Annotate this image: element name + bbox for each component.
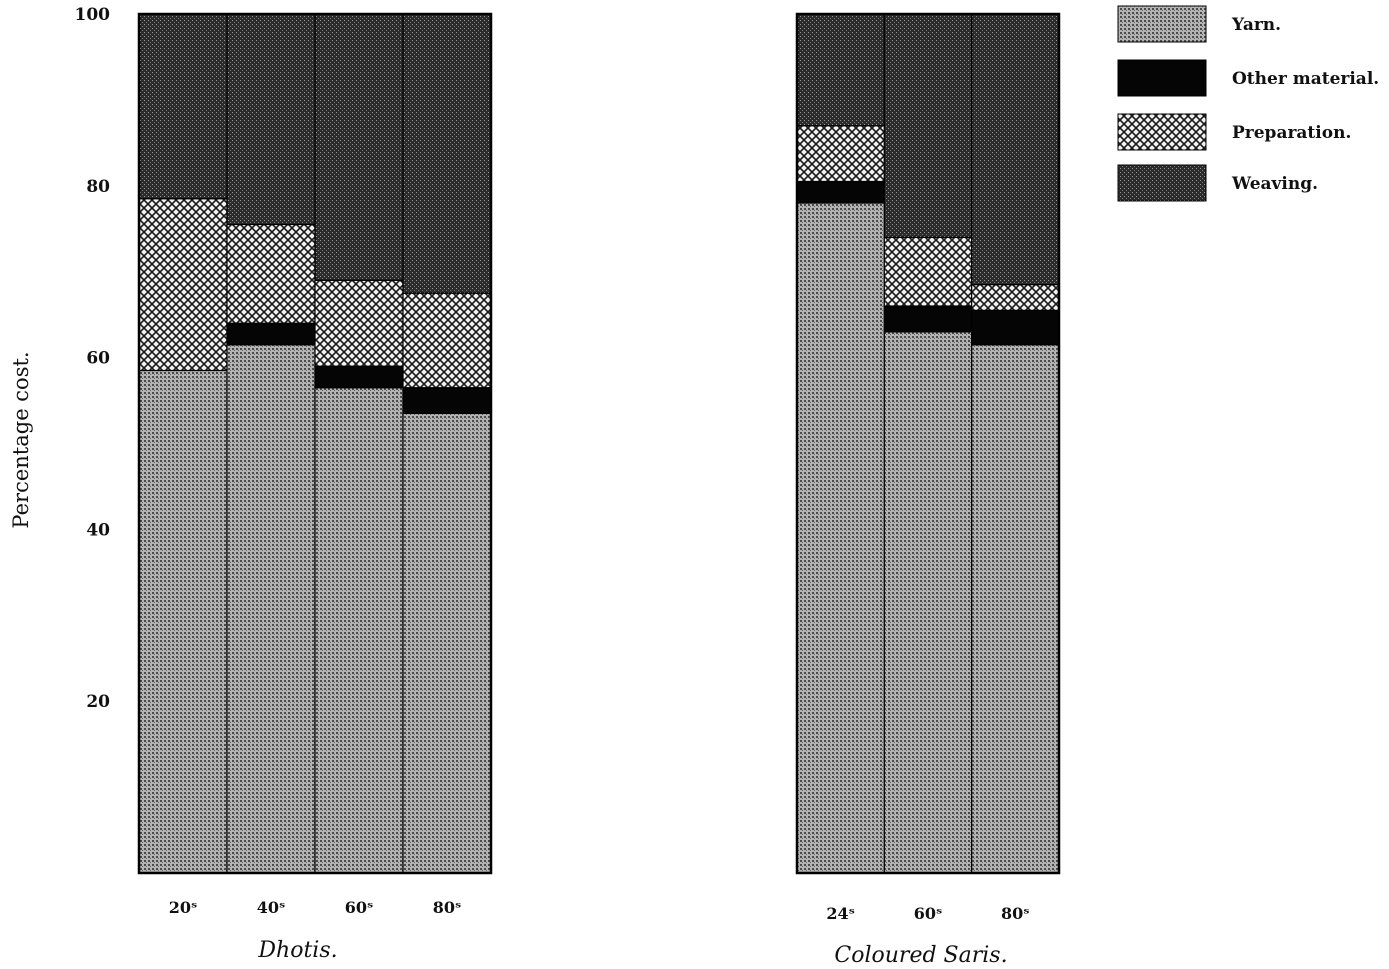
bar-segment-weaving	[971, 13, 1060, 286]
x-tick-label: 24ˢ	[826, 904, 855, 923]
bar-segment-yarn	[314, 387, 404, 874]
x-tick-label: 40ˢ	[257, 898, 286, 917]
x-tick-label: 80ˢ	[1001, 904, 1030, 923]
bar-segment-other	[883, 305, 973, 333]
legend-label-other: Other material.	[1232, 69, 1379, 89]
y-tick-label: 20	[86, 692, 110, 712]
group-captions: Dhotis. Coloured Saris.	[257, 938, 1007, 968]
x-tick-label: 60ˢ	[345, 898, 374, 917]
group-caption: Dhotis.	[257, 938, 337, 963]
legend: Yarn. Other material. Preparation. Weaving.	[1117, 5, 1379, 202]
bar-segment-weaving	[796, 13, 885, 127]
bars-layer	[137, 12, 1061, 875]
bar-group-saris	[795, 12, 1061, 875]
x-tick-label: 80ˢ	[433, 898, 462, 917]
bar-segment-yarn	[226, 344, 316, 874]
group-border	[137, 12, 493, 875]
bar-group-dhotis	[137, 12, 493, 875]
y-tick-label: 100	[75, 5, 111, 25]
bar-segment-weaving	[883, 13, 973, 238]
legend-swatch-yarn	[1117, 5, 1207, 43]
legend-label-weaving: Weaving.	[1231, 174, 1318, 194]
bar-segment-other	[402, 387, 492, 415]
x-tick-label: 20ˢ	[169, 898, 198, 917]
bar-segment-prep	[883, 236, 973, 307]
legend-label-prep: Preparation.	[1232, 123, 1351, 143]
y-axis-label: Percentage cost.	[9, 351, 33, 528]
y-tick-label: 60	[86, 349, 110, 369]
y-axis: 20 40 60 80 100	[75, 5, 111, 712]
bar-segment-weaving	[226, 13, 316, 226]
bar-segment-other	[971, 309, 1060, 346]
y-tick-label: 80	[86, 177, 110, 197]
bar-segment-prep	[402, 292, 492, 389]
legend-swatch-other	[1117, 59, 1207, 97]
legend-swatch-prep	[1117, 113, 1207, 151]
bar-segment-yarn	[402, 412, 492, 874]
bar-segment-yarn	[796, 202, 885, 874]
bar-segment-other	[314, 365, 404, 389]
bar-segment-prep	[971, 283, 1060, 311]
y-tick-label: 40	[86, 520, 110, 540]
legend-swatch-weaving	[1117, 164, 1207, 202]
bar-segment-prep	[796, 125, 885, 183]
bar-segment-yarn	[138, 369, 228, 874]
group-caption: Coloured Saris.	[834, 943, 1007, 968]
bar-segment-prep	[226, 223, 316, 324]
category-labels: 20ˢ 40ˢ 60ˢ 80ˢ 24ˢ 60ˢ 80ˢ	[169, 898, 1030, 923]
group-border	[795, 12, 1061, 875]
bar-segment-prep	[138, 198, 228, 372]
bar-segment-weaving	[138, 13, 228, 200]
bar-segment-weaving	[402, 13, 492, 294]
bar-segment-other	[796, 180, 885, 204]
bar-segment-yarn	[971, 344, 1060, 874]
legend-label-yarn: Yarn.	[1231, 15, 1281, 35]
bar-segment-yarn	[883, 331, 973, 874]
bar-segment-prep	[314, 279, 404, 367]
bar-segment-other	[226, 322, 316, 346]
x-tick-label: 60ˢ	[914, 904, 943, 923]
bar-segment-weaving	[314, 13, 404, 281]
